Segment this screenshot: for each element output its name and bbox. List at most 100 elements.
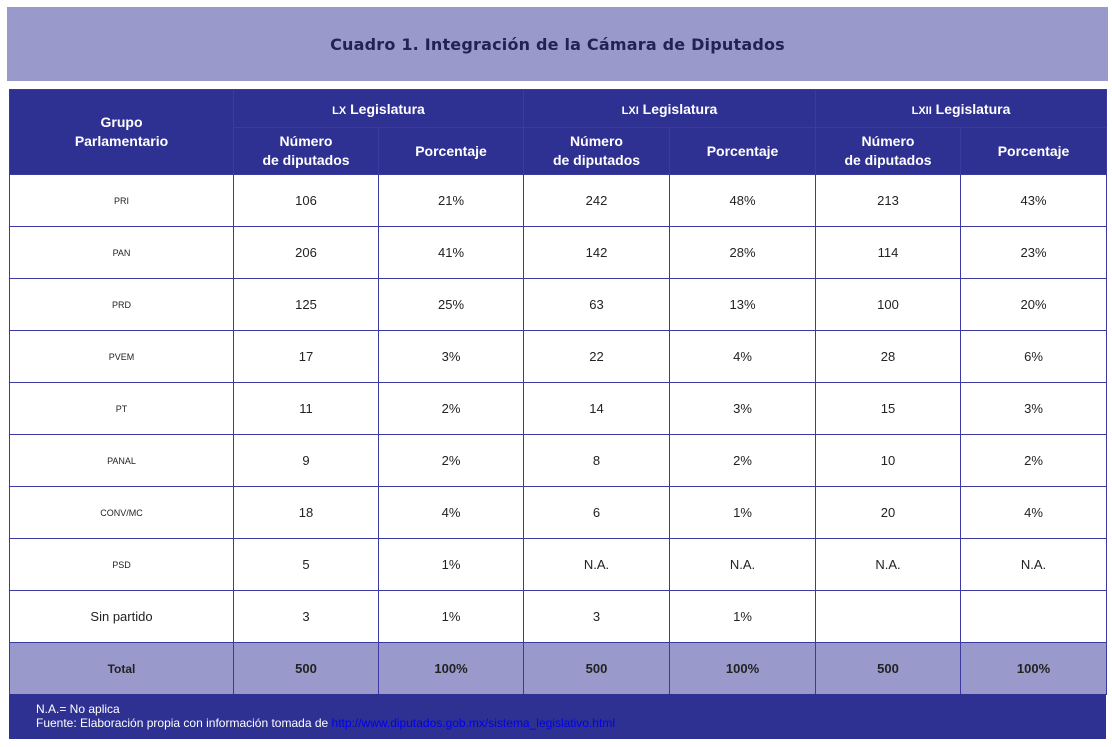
table-row: CONV/MC 18 4% 6 1% 20 4% [9,486,1108,539]
footer-note: N.A.= No aplica [36,702,120,716]
legislatura-roman: LXI [621,104,639,117]
pct-header: Porcentaje [378,127,524,175]
table-row: PSD 5 1% N.A. N.A. N.A. N.A. [9,538,1108,591]
party-name-cell: Sin partido [9,590,234,643]
percentage-cell: 2% [378,382,524,435]
deputies-count-cell: 20 [815,486,961,539]
percentage-cell: 43% [959,174,1108,227]
party-name-cell: PANAL [9,434,234,487]
deputies-count-cell: N.A. [523,538,670,591]
deputies-count-cell: 11 [233,382,379,435]
percentage-cell: 100% [378,642,524,695]
table-body: PRI 106 21% 242 48% 213 43% PAN 206 41% 142 28% 114 2… [9,174,1108,695]
legislatura-label: Legislatura [346,100,425,117]
table-row: PANAL 9 2% 8 2% 10 2% [9,434,1108,487]
table-footer: N.A.= No aplica Fuente: Elaboración prop… [9,694,1106,739]
table-row: Sin partido 3 1% 3 1% [9,590,1108,643]
group-header-label: Grupo Parlamentario [74,114,169,149]
percentage-cell: 1% [378,590,524,643]
percentage-cell: 6% [959,330,1108,383]
deputies-count-cell: 14 [523,382,670,435]
table-row: PVEM 17 3% 22 4% 28 6% [9,330,1108,383]
percentage-cell: 41% [378,226,524,279]
party-name-cell: PRD [9,278,234,331]
legislatura-header-lxi: LXI Legislatura [523,89,816,128]
deputies-count-cell: 10 [815,434,961,487]
deputies-count-cell: 5 [233,538,379,591]
table-row: PRI 106 21% 242 48% 213 43% [9,174,1108,227]
pct-header: Porcentaje [959,127,1108,175]
deputies-count-cell: 213 [815,174,961,227]
party-name-cell: PVEM [9,330,234,383]
source-link[interactable]: http://www.diputados.gob.mx/sistema_legi… [331,716,615,730]
percentage-cell: 4% [959,486,1108,539]
deputies-count-cell: 242 [523,174,670,227]
deputies-count-cell: 114 [815,226,961,279]
party-name-cell: CONV/MC [9,486,234,539]
deputies-count-cell: 17 [233,330,379,383]
percentage-cell: 23% [959,226,1108,279]
percentage-cell: 2% [959,434,1108,487]
table-title: Cuadro 1. Integración de la Cámara de Di… [330,34,785,54]
percentage-cell: 3% [378,330,524,383]
percentage-cell: N.A. [669,538,816,591]
deputies-count-cell: 206 [233,226,379,279]
deputies-count-cell [815,590,961,643]
legislatura-label: Legislatura [638,100,718,117]
legislatura-roman: LX [332,104,347,117]
legislatura-header-lxii: LXII Legislatura [814,89,1108,128]
percentage-cell [959,590,1108,643]
group-header: Grupo Parlamentario [9,89,234,175]
party-name-cell: PT [9,382,234,435]
percentage-cell: 28% [669,226,816,279]
table-title-bar: Cuadro 1. Integración de la Cámara de Di… [7,7,1108,81]
percentage-cell: 100% [959,642,1108,695]
percentage-cell: 20% [959,278,1108,331]
deputies-count-cell: 500 [523,642,670,695]
percentage-cell: 3% [669,382,816,435]
party-name-cell: PAN [9,226,234,279]
footer-source: Fuente: Elaboración propia con informaci… [36,716,1106,730]
deputies-count-cell: 500 [233,642,379,695]
deputies-count-cell: 100 [815,278,961,331]
pct-header: Porcentaje [669,127,816,175]
legislatura-label: Legislatura [931,100,1011,117]
party-name-cell: PSD [9,538,234,591]
deputies-count-cell: 15 [815,382,961,435]
deputies-count-cell: 3 [523,590,670,643]
deputies-count-cell: 125 [233,278,379,331]
deputies-count-cell: 22 [523,330,670,383]
table-row: PRD 125 25% 63 13% 100 20% [9,278,1108,331]
deputies-count-cell: 500 [815,642,961,695]
deputies-count-cell: 106 [233,174,379,227]
num-header: Número de diputados [523,127,670,175]
deputies-table: Grupo Parlamentario LX Legislatura LXI L… [9,89,1108,695]
deputies-count-cell: 3 [233,590,379,643]
legislatura-roman: LXII [911,104,932,117]
deputies-count-cell: 6 [523,486,670,539]
num-header: Número de diputados [815,127,961,175]
percentage-cell: N.A. [959,538,1108,591]
table-row: PAN 206 41% 142 28% 114 23% [9,226,1108,279]
percentage-cell: 100% [669,642,816,695]
deputies-count-cell: 18 [233,486,379,539]
percentage-cell: 1% [669,590,816,643]
percentage-cell: 4% [378,486,524,539]
percentage-cell: 25% [378,278,524,331]
party-name-cell: Total [9,642,234,695]
party-name-cell: PRI [9,174,234,227]
percentage-cell: 3% [959,382,1108,435]
percentage-cell: 2% [378,434,524,487]
total-row: Total 500 100% 500 100% 500 100% [9,642,1108,695]
footer-source-prefix: Fuente: Elaboración propia con informaci… [36,716,332,730]
percentage-cell: 2% [669,434,816,487]
num-header: Número de diputados [233,127,379,175]
deputies-count-cell: 8 [523,434,670,487]
percentage-cell: 21% [378,174,524,227]
deputies-count-cell: 28 [815,330,961,383]
percentage-cell: 48% [669,174,816,227]
deputies-count-cell: 142 [523,226,670,279]
table-row: PT 11 2% 14 3% 15 3% [9,382,1108,435]
percentage-cell: 1% [378,538,524,591]
percentage-cell: 4% [669,330,816,383]
